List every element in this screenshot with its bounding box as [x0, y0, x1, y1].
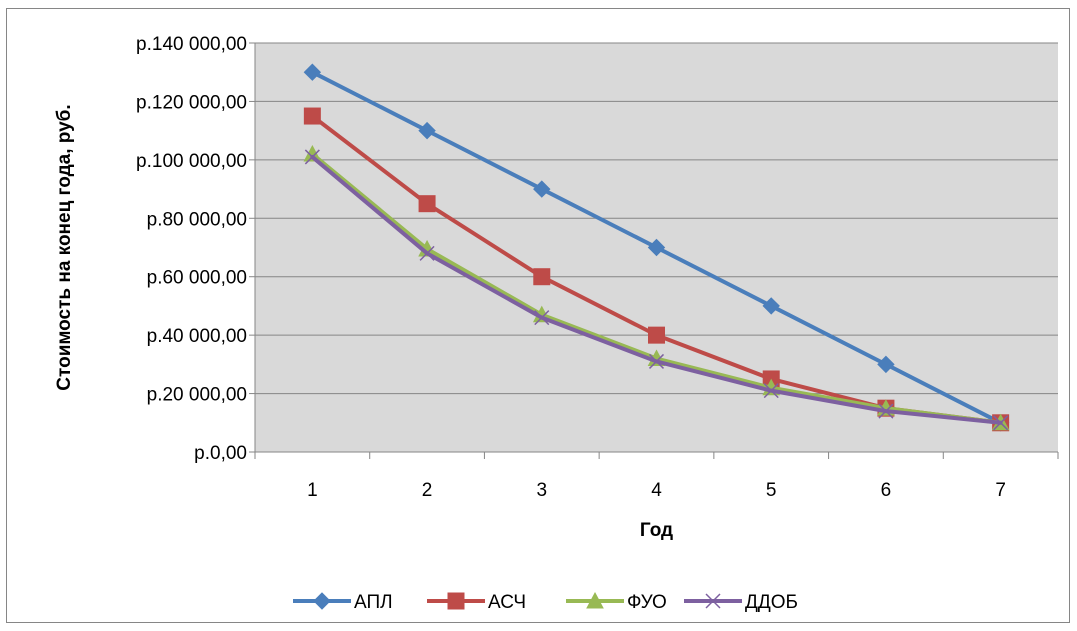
y-tick-label-1: р.20 000,00 [147, 385, 247, 406]
y-tick-label-6: р.120 000,00 [136, 92, 247, 113]
legend-item-1: АСЧ [427, 592, 526, 613]
legend-label-0: АПЛ [354, 592, 393, 613]
data-point-0-0 [303, 63, 322, 81]
data-point-3-2 [534, 310, 550, 326]
legend-label-1: АСЧ [488, 592, 526, 613]
data-point-1-0 [303, 107, 321, 125]
legend-item-2: ФУО [566, 591, 667, 613]
x-tick-label-1: 2 [422, 480, 433, 501]
legend-marker-2 [586, 591, 604, 609]
legend-item-3: ДДОБ [684, 592, 798, 613]
x-tick-label-0: 1 [307, 480, 318, 501]
data-point-3-3 [648, 353, 665, 369]
series-layer [303, 63, 1010, 432]
legend-item-0: АПЛ [293, 592, 393, 613]
data-point-1-1 [418, 195, 436, 213]
x-tick-label-5: 6 [881, 480, 892, 501]
x-tick-label-6: 7 [995, 480, 1006, 501]
y-tick-label-3: р.60 000,00 [147, 268, 247, 289]
legend: АПЛ АСЧ ФУО ДДОБ [293, 591, 798, 613]
gridlines [255, 42, 1058, 395]
y-tick-label-4: р.80 000,00 [147, 209, 247, 230]
series-0 [303, 63, 1010, 432]
x-tick-label-4: 5 [766, 480, 777, 501]
data-point-0-4 [762, 297, 780, 315]
y-tick-label-0: р.0,00 [194, 443, 247, 464]
data-point-0-5 [877, 355, 895, 374]
legend-marker-0 [313, 592, 331, 610]
data-point-3-5 [878, 403, 894, 419]
y-axis-title: Стоимость на конец года, руб. [54, 104, 75, 390]
series-3 [304, 149, 1009, 431]
legend-marker-1 [447, 592, 465, 610]
data-point-3-1 [419, 245, 435, 261]
data-point-1-3 [648, 326, 665, 344]
axes [249, 42, 1059, 459]
data-point-1-2 [533, 268, 551, 286]
data-point-3-0 [304, 149, 320, 165]
data-point-0-1 [418, 121, 436, 140]
tick-labels: р.0,00 р.20 000,00 р.40 000,00 р.60 000,00 р… [136, 34, 1006, 501]
legend-label-3: ДДОБ [745, 592, 798, 613]
legend-label-2: ФУО [627, 592, 667, 613]
y-tick-label-7: р.140 000,00 [136, 34, 247, 55]
data-point-3-4 [763, 383, 779, 399]
y-tick-label-5: р.100 000,00 [136, 151, 247, 172]
x-tick-label-3: 4 [651, 480, 662, 501]
data-point-0-3 [647, 238, 666, 257]
data-point-3-6 [993, 415, 1009, 431]
y-tick-label-2: р.40 000,00 [147, 326, 247, 347]
x-tick-label-2: 3 [536, 480, 547, 501]
x-axis-title: Год [640, 520, 673, 541]
legend-marker-3 [705, 593, 721, 609]
data-point-0-2 [533, 180, 551, 198]
